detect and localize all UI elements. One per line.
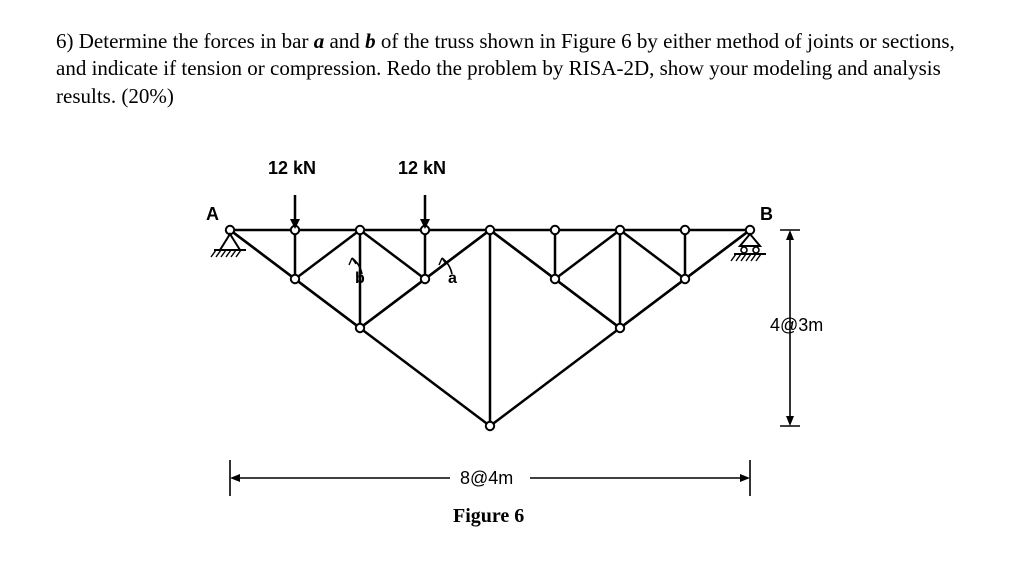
problem-text-1: Determine the forces in bar: [79, 29, 314, 53]
node-label-B: B: [760, 204, 773, 225]
force-label-2: 12 kN: [398, 158, 446, 179]
problem-statement: 6) Determine the forces in bar a and b o…: [56, 28, 976, 110]
node-label-A: A: [206, 204, 219, 225]
problem-text-2: and: [324, 29, 365, 53]
truss-svg: [190, 150, 830, 550]
bar-label-b: b: [355, 270, 365, 288]
page: 6) Determine the forces in bar a and b o…: [0, 0, 1024, 564]
bar-a-ref: a: [314, 29, 325, 53]
figure-6-diagram: 12 kN 12 kN A B b a 8@4m 4@3m Figure 6: [190, 150, 830, 550]
bar-label-a: a: [448, 270, 457, 288]
bar-b-ref: b: [365, 29, 376, 53]
problem-number: 6): [56, 29, 74, 53]
force-label-1: 12 kN: [268, 158, 316, 179]
figure-caption: Figure 6: [453, 505, 524, 528]
dim-vert-label: 4@3m: [770, 315, 823, 336]
dim-horiz-label: 8@4m: [460, 468, 513, 489]
